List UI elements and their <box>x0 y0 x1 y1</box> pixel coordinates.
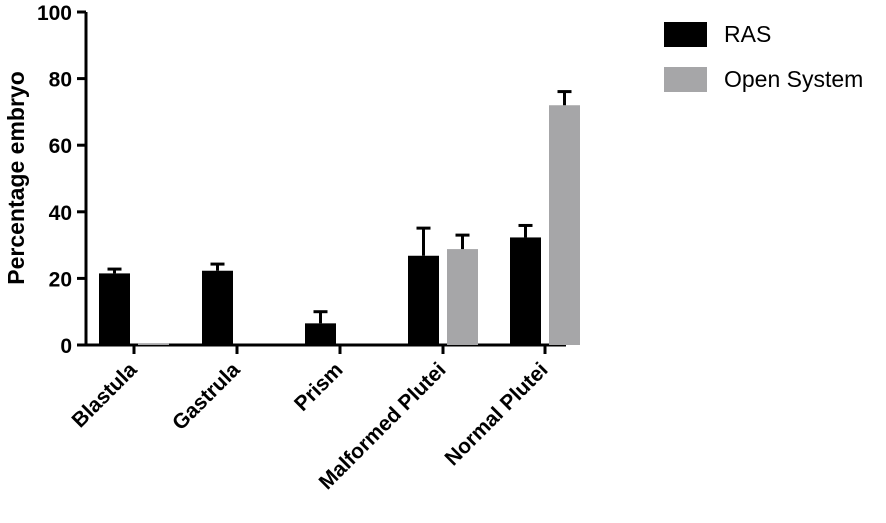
y-axis-title: Percentage embryo <box>3 71 29 284</box>
bar-open-system-normal-plutei <box>549 105 580 346</box>
x-tick-label-blastula: Blastula <box>67 358 141 432</box>
bar-ras-gastrula <box>202 270 233 345</box>
y-tick-label-60: 60 <box>49 135 72 158</box>
legend-swatch-0 <box>664 22 707 47</box>
legend-label-0: RAS <box>724 21 771 47</box>
legend-swatch-1 <box>664 67 707 92</box>
x-tick-label-gastrula: Gastrula <box>168 358 245 435</box>
y-tick-label-80: 80 <box>49 69 72 92</box>
y-tick-label-100: 100 <box>37 2 72 25</box>
y-ticks-group: 0 20 40 60 80 100 <box>37 2 86 358</box>
bar-open-system-blastula <box>138 343 169 345</box>
axes <box>84 12 566 347</box>
error-bars-group <box>107 90 572 324</box>
y-tick-label-20: 20 <box>49 268 72 291</box>
bar-ras-blastula <box>99 273 130 345</box>
bar-ras-malformed-plutei <box>408 255 439 345</box>
y-tick-label-0: 0 <box>60 335 72 358</box>
legend: RAS Open System <box>664 21 863 92</box>
x-tick-label-prism: Prism <box>290 358 348 416</box>
bar-ras-normal-plutei <box>510 237 541 345</box>
legend-label-1: Open System <box>724 66 863 92</box>
bars-group <box>99 105 580 346</box>
bar-open-system-malformed-plutei <box>447 249 478 345</box>
bar-ras-prism <box>305 323 336 345</box>
y-tick-label-40: 40 <box>49 202 72 225</box>
x-tick-label-normal-plutei: Normal Plutei <box>441 358 553 470</box>
